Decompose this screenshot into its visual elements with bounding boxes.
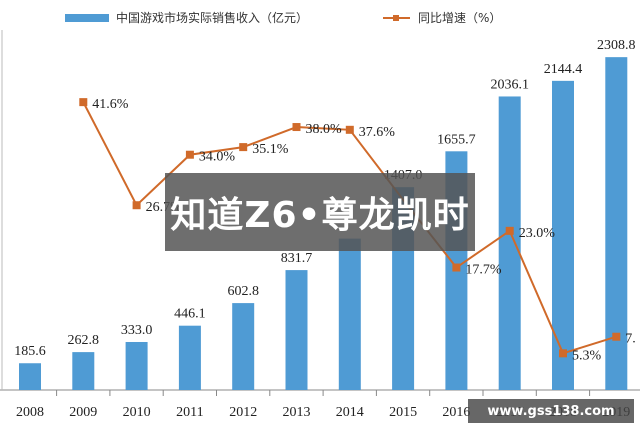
growth-marker-2009: [79, 98, 88, 107]
growth-label-2014: 37.6%: [359, 125, 396, 140]
bar-label-2016: 1655.7: [437, 132, 476, 147]
legend-line-marker: [393, 15, 399, 21]
bar-2011: [178, 325, 201, 390]
x-tick-label-2009: 2009: [69, 405, 97, 420]
growth-marker-2010: [132, 201, 141, 210]
growth-marker-2016: [452, 263, 461, 272]
x-tick-label-2013: 2013: [283, 405, 311, 420]
x-tick-label-2011: 2011: [176, 405, 203, 420]
growth-marker-2011: [185, 150, 194, 159]
overlay-banner: 知道Z6•尊龙凯时: [165, 173, 475, 251]
bar-2008: [19, 363, 41, 390]
bar-label-2017: 2036.1: [490, 77, 529, 92]
bar-2012: [232, 303, 255, 390]
bar-2019: [605, 57, 628, 390]
growth-marker-2014: [345, 125, 354, 134]
growth-marker-2012: [239, 143, 248, 152]
bar-label-2010: 333.0: [121, 323, 153, 338]
bar-label-2012: 602.8: [227, 284, 259, 299]
bar-2017: [498, 96, 521, 390]
bar-2018: [552, 80, 574, 390]
growth-label-2017: 23.0%: [519, 226, 556, 241]
x-tick-label-2015: 2015: [389, 405, 417, 420]
growth-marker-2018: [559, 349, 567, 358]
growth-label-2019: 7.: [625, 332, 636, 347]
growth-label-2018: 5.3%: [572, 348, 602, 363]
bar-label-2018: 2144.4: [544, 62, 583, 77]
growth-marker-2017: [505, 226, 514, 235]
x-tick-label-2012: 2012: [229, 405, 257, 420]
growth-marker-2019: [612, 332, 621, 341]
watermark: www.gss138.com: [468, 399, 634, 423]
bar-label-2019: 2308.8: [597, 38, 636, 53]
legend: 中国游戏市场实际销售收入（亿元） 同比增速（%）: [65, 10, 501, 25]
bar-2009: [72, 352, 95, 390]
bar-2014: [338, 238, 361, 390]
bar-label-2008: 185.6: [14, 344, 46, 359]
bar-2013: [285, 270, 308, 390]
growth-label-2011: 34.0%: [199, 150, 236, 165]
bar-label-2013: 831.7: [281, 251, 313, 266]
legend-bar-swatch: [65, 14, 109, 22]
legend-bar-label: 中国游戏市场实际销售收入（亿元）: [116, 10, 308, 25]
x-tick-label-2008: 2008: [16, 405, 44, 420]
x-tick-label-2016: 2016: [442, 405, 470, 420]
legend-line-label: 同比增速（%）: [418, 11, 501, 25]
x-tick-label-2014: 2014: [336, 405, 364, 420]
bar-label-2011: 446.1: [174, 307, 206, 322]
bar-2010: [125, 341, 148, 390]
x-tick-label-2010: 2010: [123, 405, 151, 420]
growth-label-2012: 35.1%: [252, 142, 289, 157]
growth-marker-2013: [292, 123, 301, 132]
growth-label-2013: 38.0%: [306, 122, 343, 137]
growth-label-2009: 41.6%: [92, 97, 129, 112]
bar-label-2009: 262.8: [68, 333, 100, 348]
growth-label-2016: 17.7%: [465, 263, 502, 278]
